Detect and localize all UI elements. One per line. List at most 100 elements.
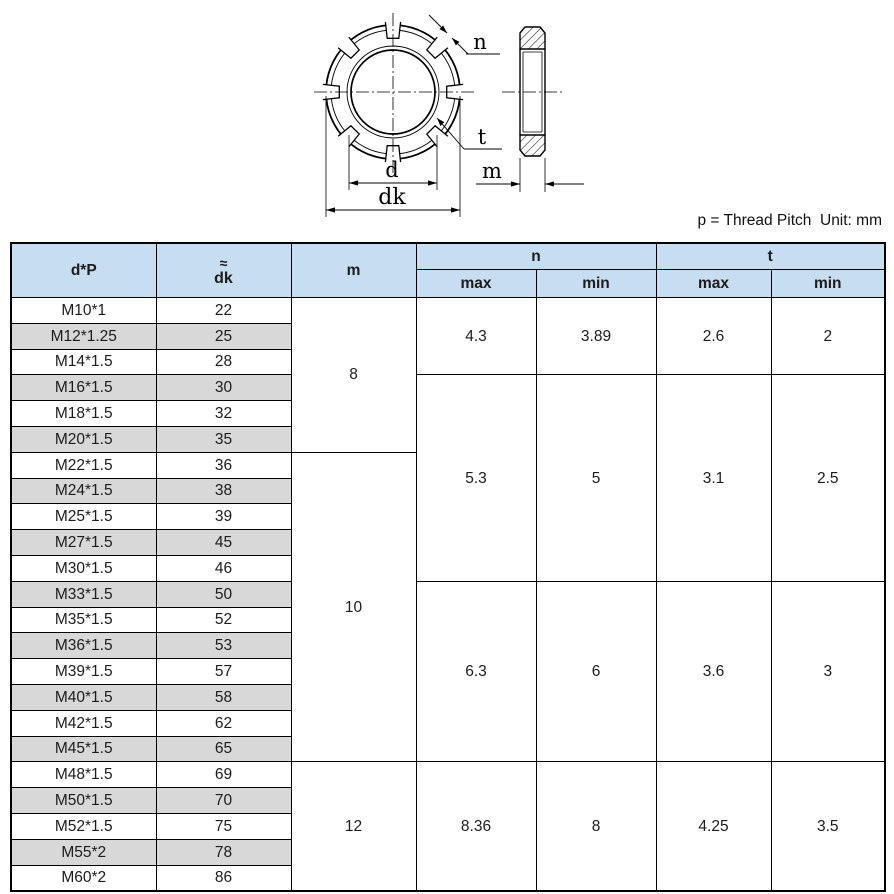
cell-n-max: 8.36 — [415, 761, 537, 892]
table-row: M25*1.5 39 — [10, 503, 885, 531]
cell-dk: 50 — [155, 580, 292, 608]
table-row: M35*1.5 52 — [10, 606, 885, 634]
cell-dk: 28 — [155, 348, 292, 376]
cell-dk: 86 — [155, 864, 292, 892]
cell-dk: 69 — [155, 761, 292, 789]
n-dimension-label: n — [473, 30, 487, 54]
header-t: t — [655, 242, 886, 270]
cell-dk: 25 — [155, 322, 292, 350]
cell-t-max: 2.6 — [655, 296, 772, 376]
cell-dk: 45 — [155, 529, 292, 556]
cell-dp: M16*1.5 — [10, 374, 157, 402]
spec-table: d*P ≈ dk m n t max min max min M10*1 22 8 4… — [10, 242, 887, 893]
table-row: M52*1.5 75 — [10, 812, 885, 840]
cell-dp: M25*1.5 — [10, 503, 157, 531]
slot-edge — [425, 124, 449, 148]
spec-table-body: M10*1 22 8 4.3 3.89 2.6 2 M12*1.25 25 M14*1.5 28 M1… — [10, 296, 886, 892]
dim-n: n — [428, 14, 500, 55]
d-dimension-label: d — [385, 158, 398, 182]
cell-m: 8 — [290, 297, 417, 453]
m-dimension-label: m — [482, 159, 502, 183]
front-view-slots — [322, 21, 464, 163]
cell-dk: 62 — [155, 709, 292, 737]
cell-t-min: 3.5 — [770, 761, 886, 892]
cell-dk: 46 — [155, 554, 292, 582]
cell-dp: M30*1.5 — [10, 554, 157, 582]
cell-dk: 58 — [155, 683, 292, 711]
cell-dp: M22*1.5 — [10, 451, 157, 479]
cell-dk: 36 — [155, 451, 292, 479]
cell-dp: M18*1.5 — [10, 400, 157, 427]
cell-dp: M20*1.5 — [10, 425, 157, 453]
table-row: M12*1.25 25 — [10, 322, 885, 350]
table-row: M24*1.5 38 — [10, 477, 885, 505]
table-row: M60*2 86 — [10, 864, 885, 892]
header-dk: ≈ dk — [155, 242, 292, 298]
units-note: p = Thread Pitch Unit: mm — [697, 212, 883, 229]
cell-dk: 75 — [155, 812, 292, 840]
cell-n-min: 8 — [535, 761, 657, 892]
header-n-min: min — [535, 269, 657, 298]
table-row: M42*1.5 62 — [10, 709, 885, 737]
cell-n-max: 4.3 — [415, 296, 537, 376]
cell-dk: 32 — [155, 400, 292, 427]
dk-dimension-label: dk — [378, 185, 406, 210]
table-row: M48*1.5 69 12 8.36 8 4.25 3.5 — [10, 761, 886, 892]
cell-dk: 38 — [155, 477, 292, 505]
cell-dp: M14*1.5 — [10, 348, 157, 376]
cell-t-min: 2 — [770, 296, 886, 376]
cell-t-max: 3.6 — [655, 580, 772, 763]
header-dp: d*P — [10, 242, 157, 298]
cell-n-min: 3.89 — [535, 296, 657, 376]
side-view — [519, 26, 546, 157]
header-dk-text: dk — [214, 269, 233, 287]
cell-dp: M40*1.5 — [10, 683, 157, 711]
slot-erase — [338, 37, 360, 59]
cell-dp: M48*1.5 — [10, 761, 157, 789]
cell-dk: 57 — [155, 658, 292, 685]
slot-erase — [426, 37, 448, 59]
cell-dp: M39*1.5 — [10, 658, 157, 685]
slot-edge — [337, 36, 361, 60]
table-row: M55*2 78 — [10, 838, 885, 866]
header-m: m — [290, 242, 417, 298]
cell-dp: M27*1.5 — [10, 529, 157, 556]
cell-dp: M52*1.5 — [10, 812, 157, 840]
table-row: M22*1.5 36 10 — [10, 451, 885, 763]
spec-table-header: d*P ≈ dk m n t max min max min — [10, 242, 886, 298]
cell-dk: 39 — [155, 503, 292, 531]
dim-dk: dk — [325, 96, 461, 217]
cell-n-min: 5 — [535, 374, 657, 582]
header-t-min: min — [770, 269, 886, 298]
cell-dp: M35*1.5 — [10, 606, 157, 634]
cell-dp: M36*1.5 — [10, 632, 157, 660]
cell-dp: M50*1.5 — [10, 787, 157, 814]
table-row: M10*1 22 8 4.3 3.89 2.6 2 — [10, 296, 886, 453]
table-row: M20*1.5 35 — [10, 425, 885, 453]
cell-dk: 30 — [155, 374, 292, 402]
header-dk-approx: ≈ — [219, 254, 228, 271]
cell-dk: 22 — [155, 297, 292, 324]
cell-n-max: 6.3 — [415, 580, 537, 763]
slot-erase — [446, 84, 464, 100]
table-row: M33*1.5 50 6.3 6 3.6 3 — [10, 580, 886, 763]
cell-m: 12 — [290, 761, 417, 892]
cell-t-max: 4.25 — [655, 761, 772, 892]
header-n: n — [415, 242, 657, 270]
cell-t-min: 3 — [770, 580, 886, 763]
cell-dk: 53 — [155, 632, 292, 660]
header-t-max: max — [655, 269, 772, 298]
technical-drawing: n t d — [0, 0, 894, 240]
cell-dp: M42*1.5 — [10, 709, 157, 737]
slot-erase — [385, 145, 401, 163]
cell-dk: 78 — [155, 838, 292, 866]
cell-dp: M60*2 — [10, 864, 157, 892]
slot-edge — [337, 124, 361, 148]
cell-dk: 52 — [155, 606, 292, 634]
cell-n-min: 6 — [535, 580, 657, 763]
cell-dp: M12*1.25 — [10, 322, 157, 350]
table-row: M36*1.5 53 — [10, 632, 885, 660]
center-lines — [314, 13, 564, 174]
cell-dp: M33*1.5 — [10, 580, 157, 608]
header-n-max: max — [415, 269, 537, 298]
